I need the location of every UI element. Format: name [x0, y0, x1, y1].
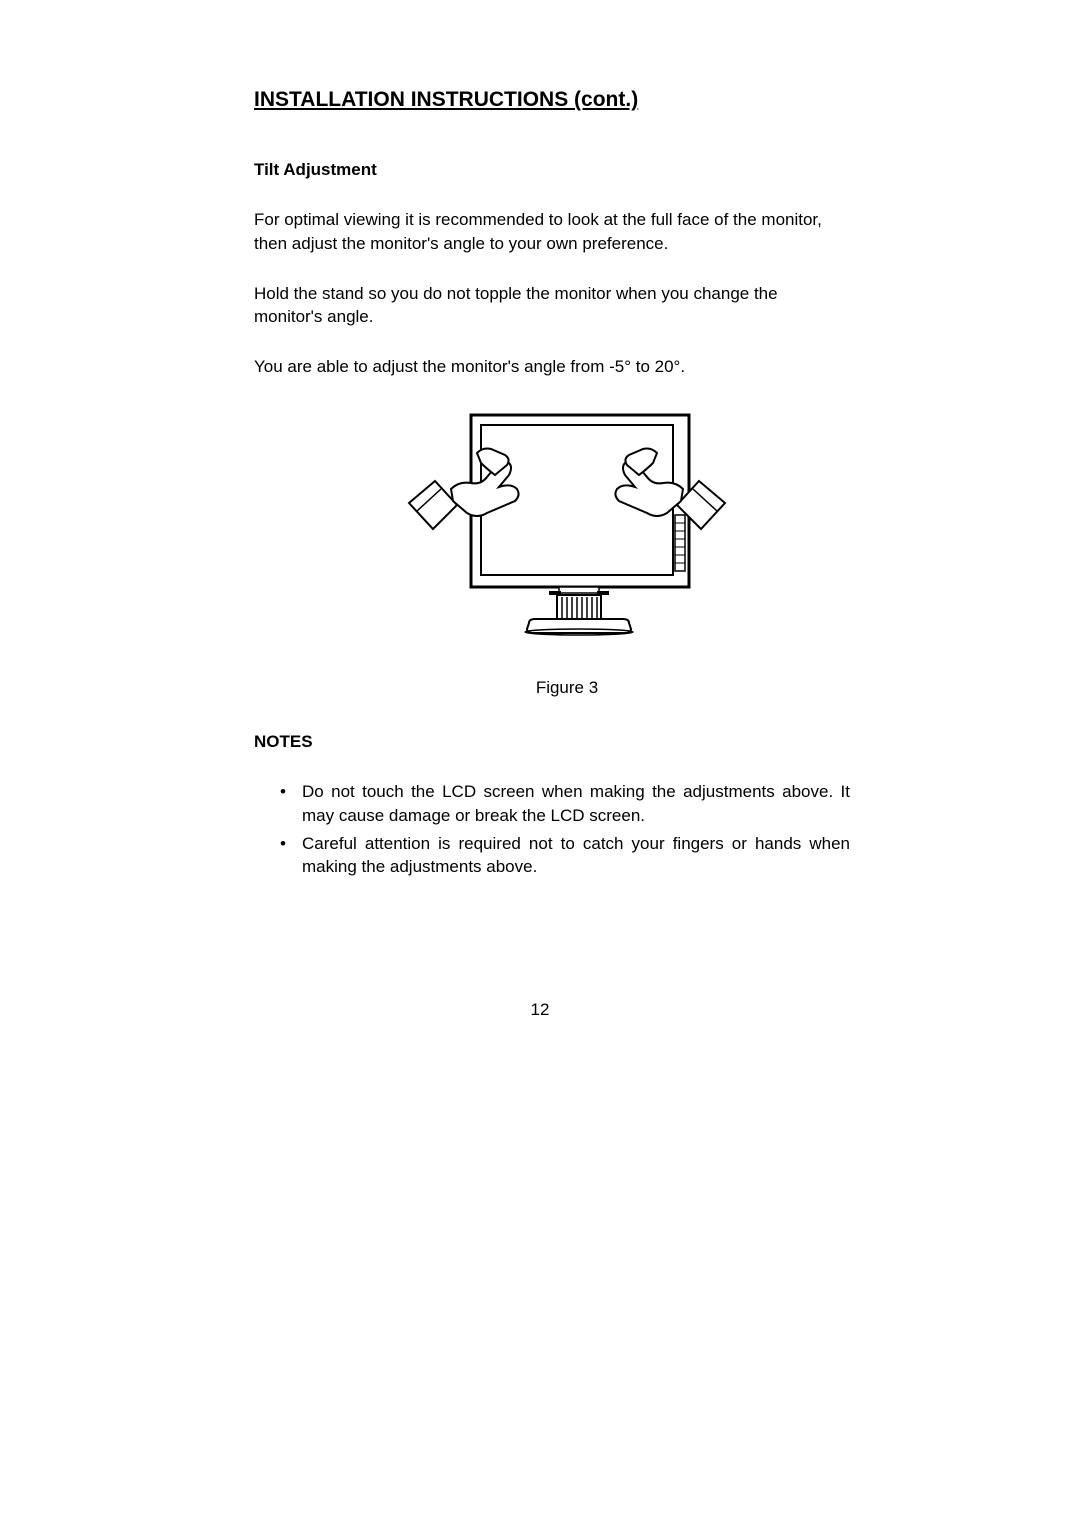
page-heading: INSTALLATION INSTRUCTIONS (cont.): [254, 88, 880, 112]
paragraph-2: Hold the stand so you do not topple the …: [254, 282, 850, 330]
paragraph-3: You are able to adjust the monitor's ang…: [254, 355, 850, 379]
paragraph-1: For optimal viewing it is recommended to…: [254, 208, 850, 256]
figure-container: Figure 3: [254, 405, 880, 698]
notes-heading: NOTES: [254, 732, 880, 752]
monitor-tilt-illustration: [399, 405, 735, 657]
notes-list: Do not touch the LCD screen when making …: [254, 780, 850, 879]
page-number: 12: [0, 1000, 1080, 1020]
figure-caption: Figure 3: [254, 678, 880, 698]
list-item: Do not touch the LCD screen when making …: [280, 780, 850, 828]
sub-heading: Tilt Adjustment: [254, 160, 880, 180]
list-item: Careful attention is required not to cat…: [280, 832, 850, 880]
